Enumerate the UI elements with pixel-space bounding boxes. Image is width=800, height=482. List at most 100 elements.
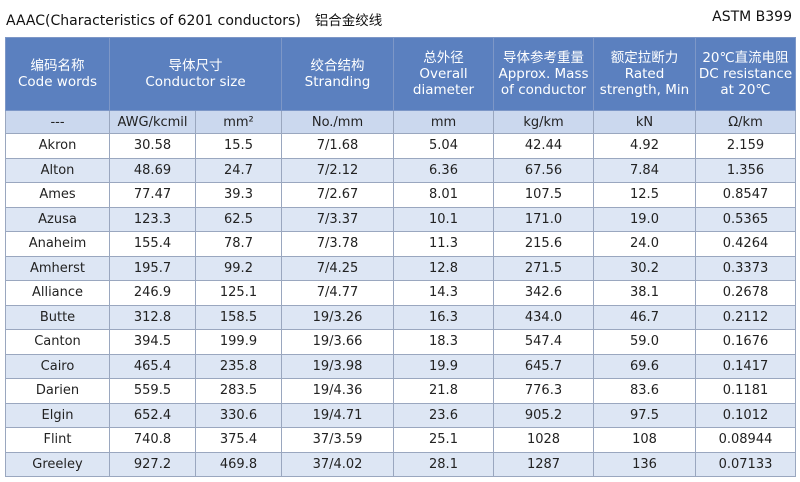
table-cell: 394.5 bbox=[109, 329, 196, 355]
code-word-cell: Canton bbox=[5, 329, 110, 355]
standard-label: ASTM B399 bbox=[712, 9, 792, 25]
table-cell: 7/4.25 bbox=[281, 255, 394, 281]
table-cell: 39.3 bbox=[195, 182, 282, 208]
table-cell: 67.56 bbox=[493, 157, 594, 183]
unit-cell: kg/km bbox=[493, 110, 594, 134]
table-cell: 7/3.78 bbox=[281, 231, 394, 257]
table-cell: 69.6 bbox=[593, 353, 696, 379]
table-row: Amherst 195.7 99.2 7/4.25 12.8 271.5 30.2 0.337… bbox=[5, 255, 796, 281]
table-cell: 171.0 bbox=[493, 206, 594, 232]
code-word-cell: Cairo bbox=[5, 353, 110, 379]
header-stranding: 绞合结构 Stranding bbox=[281, 37, 394, 111]
table-cell: 21.8 bbox=[393, 378, 494, 404]
table-cell: 12.5 bbox=[593, 182, 696, 208]
header-conductor-size: 导体尺寸 Conductor size bbox=[109, 37, 282, 111]
table-row: Cairo 465.4 235.8 19/3.98 19.9 645.7 69.6 0.141… bbox=[5, 353, 796, 379]
table-cell: 28.1 bbox=[393, 451, 494, 477]
table-cell: 19/3.26 bbox=[281, 304, 394, 330]
table-cell: 1.356 bbox=[695, 157, 796, 183]
table-cell: 0.8547 bbox=[695, 182, 796, 208]
conductor-table: 编码名称 Code words 导体尺寸 Conductor size 绞合结构 St… bbox=[5, 37, 796, 477]
table-cell: 38.1 bbox=[593, 280, 696, 306]
table-cell: 0.07133 bbox=[695, 451, 796, 477]
table-cell: 7.84 bbox=[593, 157, 696, 183]
table-cell: 18.3 bbox=[393, 329, 494, 355]
table-cell: 0.2112 bbox=[695, 304, 796, 330]
table-cell: 97.5 bbox=[593, 402, 696, 428]
table-cell: 0.5365 bbox=[695, 206, 796, 232]
table-title: AAAC(Characteristics of 6201 conductors)… bbox=[6, 9, 382, 29]
table-cell: 30.2 bbox=[593, 255, 696, 281]
table-cell: 59.0 bbox=[593, 329, 696, 355]
table-row: Canton 394.5 199.9 19/3.66 18.3 547.4 59.0 0.16… bbox=[5, 329, 796, 355]
table-cell: 12.8 bbox=[393, 255, 494, 281]
table-cell: 19/3.98 bbox=[281, 353, 394, 379]
table-row: Flint 740.8 375.4 37/3.59 25.1 1028 108 0.08944 bbox=[5, 427, 796, 453]
table-cell: 4.92 bbox=[593, 133, 696, 159]
table-cell: 342.6 bbox=[493, 280, 594, 306]
table-cell: 37/3.59 bbox=[281, 427, 394, 453]
table-cell: 0.2678 bbox=[695, 280, 796, 306]
table-row: Azusa 123.3 62.5 7/3.37 10.1 171.0 19.0 0.5365 bbox=[5, 206, 796, 232]
table-cell: 78.7 bbox=[195, 231, 282, 257]
code-word-cell: Anaheim bbox=[5, 231, 110, 257]
table-cell: 5.04 bbox=[393, 133, 494, 159]
table-cell: 19.0 bbox=[593, 206, 696, 232]
table-cell: 271.5 bbox=[493, 255, 594, 281]
table-cell: 7/3.37 bbox=[281, 206, 394, 232]
unit-cell: kN bbox=[593, 110, 696, 134]
title-chinese: 铝合金绞线 bbox=[314, 13, 383, 29]
table-cell: 15.5 bbox=[195, 133, 282, 159]
table-row: Darien 559.5 283.5 19/4.36 21.8 776.3 83.6 0.11… bbox=[5, 378, 796, 404]
table-cell: 927.2 bbox=[109, 451, 196, 477]
table-cell: 0.08944 bbox=[695, 427, 796, 453]
unit-cell: mm² bbox=[195, 110, 282, 134]
table-cell: 11.3 bbox=[393, 231, 494, 257]
code-word-cell: Butte bbox=[5, 304, 110, 330]
table-cell: 235.8 bbox=[195, 353, 282, 379]
table-cell: 6.36 bbox=[393, 157, 494, 183]
unit-cell: mm bbox=[393, 110, 494, 134]
table-cell: 776.3 bbox=[493, 378, 594, 404]
table-cell: 46.7 bbox=[593, 304, 696, 330]
table-cell: 19/3.66 bbox=[281, 329, 394, 355]
table-cell: 62.5 bbox=[195, 206, 282, 232]
table-cell: 0.1417 bbox=[695, 353, 796, 379]
table-row: Akron 30.58 15.5 7/1.68 5.04 42.44 4.92 2.159 bbox=[5, 133, 796, 159]
table-cell: 108 bbox=[593, 427, 696, 453]
table-cell: 1028 bbox=[493, 427, 594, 453]
table-row: Anaheim 155.4 78.7 7/3.78 11.3 215.6 24.0 0.426… bbox=[5, 231, 796, 257]
table-cell: 7/2.67 bbox=[281, 182, 394, 208]
table-row: Butte 312.8 158.5 19/3.26 16.3 434.0 46.7 0.211… bbox=[5, 304, 796, 330]
table-cell: 30.58 bbox=[109, 133, 196, 159]
table-cell: 48.69 bbox=[109, 157, 196, 183]
title-bar: AAAC(Characteristics of 6201 conductors)… bbox=[0, 0, 800, 34]
table-cell: 0.4264 bbox=[695, 231, 796, 257]
table-cell: 16.3 bbox=[393, 304, 494, 330]
table-cell: 652.4 bbox=[109, 402, 196, 428]
header-overall-diameter: 总外径 Overall diameter bbox=[393, 37, 494, 111]
unit-cell: No./mm bbox=[281, 110, 394, 134]
table-cell: 375.4 bbox=[195, 427, 282, 453]
table-cell: 37/4.02 bbox=[281, 451, 394, 477]
header-rated-strength: 额定拉断力 Rated strength, Min bbox=[593, 37, 696, 111]
table-cell: 740.8 bbox=[109, 427, 196, 453]
header-dc-resistance: 20℃直流电阻 DC resistance at 20℃ bbox=[695, 37, 796, 111]
unit-cell: AWG/kcmil bbox=[109, 110, 196, 134]
table-cell: 19/4.36 bbox=[281, 378, 394, 404]
table-body: Akron 30.58 15.5 7/1.68 5.04 42.44 4.92 2.159 Al… bbox=[5, 133, 796, 477]
table-cell: 199.9 bbox=[195, 329, 282, 355]
table-cell: 8.01 bbox=[393, 182, 494, 208]
unit-cell: --- bbox=[5, 110, 110, 134]
table-cell: 7/1.68 bbox=[281, 133, 394, 159]
code-word-cell: Elgin bbox=[5, 402, 110, 428]
table-row: Alliance 246.9 125.1 7/4.77 14.3 342.6 38.1 0.2… bbox=[5, 280, 796, 306]
table-cell: 434.0 bbox=[493, 304, 594, 330]
table-cell: 469.8 bbox=[195, 451, 282, 477]
table-cell: 312.8 bbox=[109, 304, 196, 330]
table-cell: 547.4 bbox=[493, 329, 594, 355]
table-cell: 136 bbox=[593, 451, 696, 477]
code-word-cell: Alliance bbox=[5, 280, 110, 306]
table-row: Alton 48.69 24.7 7/2.12 6.36 67.56 7.84 1.356 bbox=[5, 157, 796, 183]
table-cell: 905.2 bbox=[493, 402, 594, 428]
